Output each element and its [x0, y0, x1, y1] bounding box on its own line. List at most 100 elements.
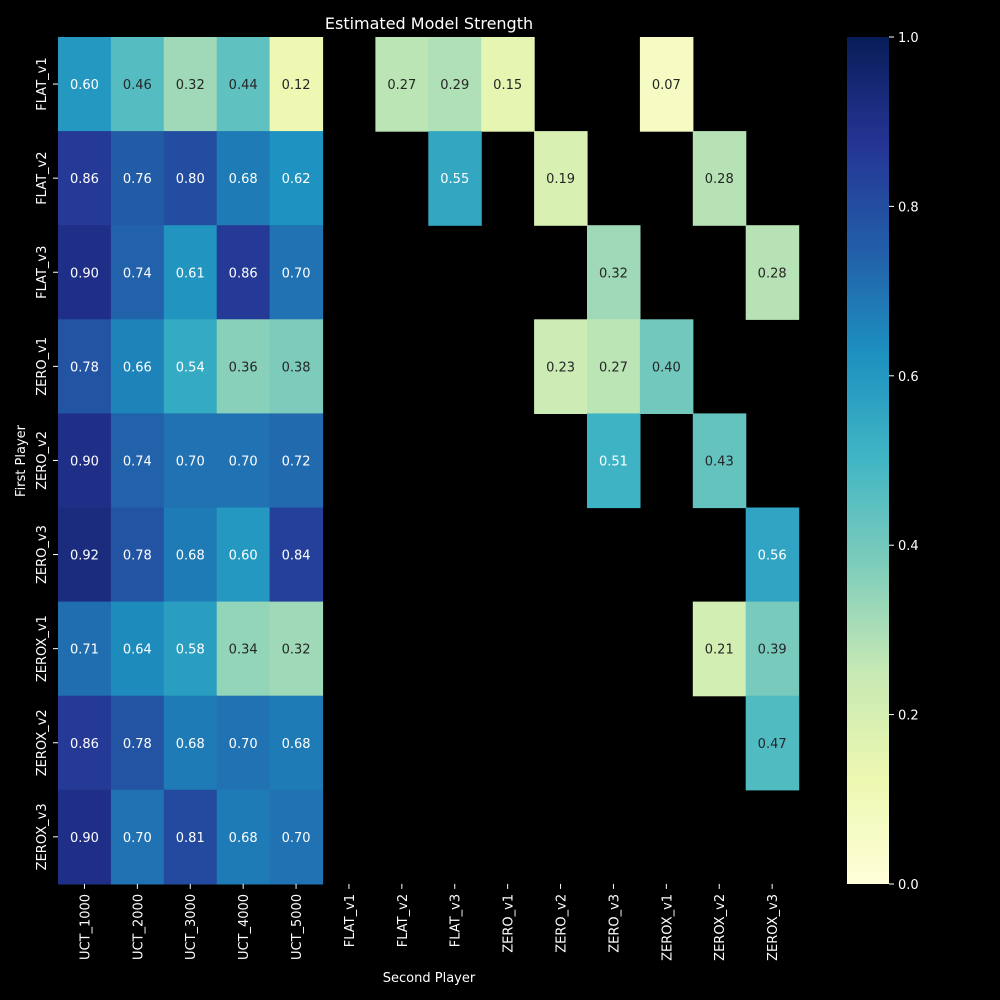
cell-value-label: 0.21 [705, 643, 734, 658]
heatmap-cell [110, 319, 165, 414]
cell-value-label: 0.54 [176, 360, 205, 375]
cell-value-label: 0.60 [70, 78, 99, 93]
heatmap-cell [745, 225, 800, 320]
cell-value-label: 0.70 [229, 737, 258, 752]
cell-value-label: 0.90 [70, 454, 99, 469]
colorbar [847, 37, 889, 884]
cell-value-label: 0.70 [176, 454, 205, 469]
cell-value-label: 0.27 [387, 78, 416, 93]
heatmap-cell [745, 695, 800, 791]
cell-value-label: 0.27 [599, 360, 628, 375]
heatmap-cell [58, 37, 112, 132]
heatmap-cell [745, 507, 800, 603]
heatmap-cell [639, 37, 694, 132]
heatmap-cell [216, 37, 271, 132]
heatmap-cell [216, 789, 271, 885]
cell-value-label: 0.51 [599, 454, 628, 469]
y-tick-label: FLAT_v3 [35, 246, 50, 299]
cell-value-label: 0.81 [176, 831, 205, 846]
heatmap-cell [110, 789, 165, 885]
cell-value-label: 0.55 [440, 172, 469, 187]
cell-value-label: 0.71 [70, 643, 99, 658]
heatmap-cell [216, 131, 271, 226]
y-tick-label: ZERO_v2 [35, 431, 50, 490]
y-axis-label: First Player [14, 424, 29, 497]
cell-value-label: 0.44 [229, 78, 258, 93]
cell-value-label: 0.47 [758, 737, 787, 752]
heatmap-cell [163, 319, 218, 414]
cell-value-label: 0.78 [123, 737, 152, 752]
cell-value-label: 0.84 [282, 549, 311, 564]
cell-value-label: 0.78 [70, 360, 99, 375]
x-tick-label: FLAT_v3 [449, 894, 464, 947]
colorbar-tick-label: 0.2 [898, 709, 919, 724]
heatmap-cell [58, 601, 112, 697]
colorbar-tick-label: 0.0 [898, 878, 919, 893]
heatmap-cell [58, 319, 112, 414]
y-tick-label: ZERO_v1 [35, 337, 50, 396]
heatmap-cell [163, 601, 218, 697]
heatmap-cell [58, 789, 112, 885]
x-tick-label: UCT_1000 [78, 894, 93, 960]
cell-value-label: 0.78 [123, 549, 152, 564]
cell-value-label: 0.66 [123, 360, 152, 375]
heatmap-cell [428, 131, 482, 226]
x-tick-label: ZERO_v2 [555, 894, 570, 953]
heatmap-cell [110, 695, 165, 791]
cell-value-label: 0.62 [282, 172, 311, 187]
cell-value-label: 0.90 [70, 831, 99, 846]
heatmap-cell [216, 225, 271, 320]
y-tick-label: FLAT_v1 [35, 57, 50, 110]
cell-value-label: 0.38 [282, 360, 311, 375]
heatmap-cell [216, 695, 271, 791]
colorbar-ticks: 0.0 0.2 0.4 0.6 0.8 1.0 [889, 31, 919, 893]
cell-value-label: 0.19 [546, 172, 575, 187]
cell-value-label: 0.86 [70, 172, 99, 187]
cell-value-label: 0.68 [282, 737, 311, 752]
heatmap-cell [58, 131, 112, 226]
cell-value-label: 0.12 [282, 78, 311, 93]
heatmap-cell [269, 413, 324, 509]
heatmap-cell [692, 601, 747, 697]
heatmap-cell [110, 413, 165, 509]
cell-value-label: 0.60 [229, 549, 258, 564]
heatmap-cell [58, 225, 112, 320]
heatmap-cell [269, 695, 324, 791]
x-tick-label: UCT_5000 [290, 894, 305, 960]
heatmap-cell [692, 413, 747, 509]
cell-value-label: 0.07 [652, 78, 681, 93]
cell-labels: 0.60 0.46 0.32 0.44 0.12 0.27 0.29 0.15 0.07 0.86… [70, 78, 787, 846]
cell-value-label: 0.32 [176, 78, 205, 93]
heatmap-cell [375, 37, 429, 132]
cell-value-label: 0.86 [70, 737, 99, 752]
cell-value-label: 0.74 [123, 266, 152, 281]
heatmap-cell [269, 131, 324, 226]
y-ticks: FLAT_v1 FLAT_v2 FLAT_v3 ZERO_v1 ZERO_v2 ZERO_… [35, 57, 58, 870]
cell-value-label: 0.64 [123, 643, 152, 658]
heatmap-cell [269, 789, 324, 885]
heatmap-cell [163, 225, 218, 320]
cell-value-label: 0.70 [229, 454, 258, 469]
heatmap-cell [269, 225, 324, 320]
cell-value-label: 0.28 [705, 172, 734, 187]
heatmap-cell [587, 225, 641, 320]
heatmap-cell [163, 413, 218, 509]
heatmap-cell [269, 319, 324, 414]
heatmap-cell [110, 225, 165, 320]
cell-value-label: 0.92 [70, 549, 99, 564]
x-axis-label: Second Player [383, 971, 476, 986]
heatmap-cell [110, 507, 165, 603]
cell-value-label: 0.74 [123, 454, 152, 469]
x-tick-label: ZEROX_v2 [713, 894, 728, 961]
cell-value-label: 0.86 [229, 266, 258, 281]
heatmap-cell [534, 131, 588, 226]
cell-value-label: 0.36 [229, 360, 258, 375]
colorbar-tick-label: 1.0 [898, 31, 919, 46]
x-tick-label: ZEROX_v3 [766, 894, 781, 961]
cell-value-label: 0.46 [123, 78, 152, 93]
heatmap-cell [269, 37, 324, 132]
x-tick-label: ZEROX_v1 [660, 894, 675, 961]
heatmap-cell [163, 507, 218, 603]
heatmap-cell [163, 37, 218, 132]
